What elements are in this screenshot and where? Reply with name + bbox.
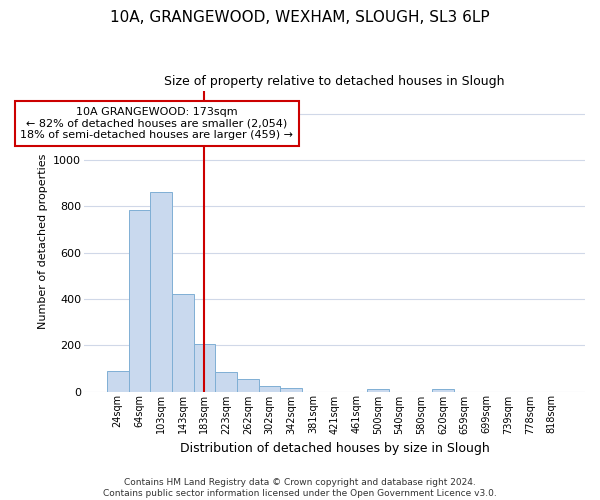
Bar [194,344,215,392]
Bar [432,388,454,392]
Title: Size of property relative to detached houses in Slough: Size of property relative to detached ho… [164,75,505,88]
Bar [215,372,237,392]
Bar [367,388,389,392]
Y-axis label: Number of detached properties: Number of detached properties [38,154,47,328]
Bar [172,294,194,392]
Bar [107,370,128,392]
Bar [280,388,302,392]
Bar [150,192,172,392]
X-axis label: Distribution of detached houses by size in Slough: Distribution of detached houses by size … [179,442,490,455]
Bar [128,210,150,392]
Text: Contains HM Land Registry data © Crown copyright and database right 2024.
Contai: Contains HM Land Registry data © Crown c… [103,478,497,498]
Text: 10A, GRANGEWOOD, WEXHAM, SLOUGH, SL3 6LP: 10A, GRANGEWOOD, WEXHAM, SLOUGH, SL3 6LP [110,10,490,25]
Text: 10A GRANGEWOOD: 173sqm
← 82% of detached houses are smaller (2,054)
18% of semi-: 10A GRANGEWOOD: 173sqm ← 82% of detached… [20,107,293,140]
Bar [259,386,280,392]
Bar [237,380,259,392]
